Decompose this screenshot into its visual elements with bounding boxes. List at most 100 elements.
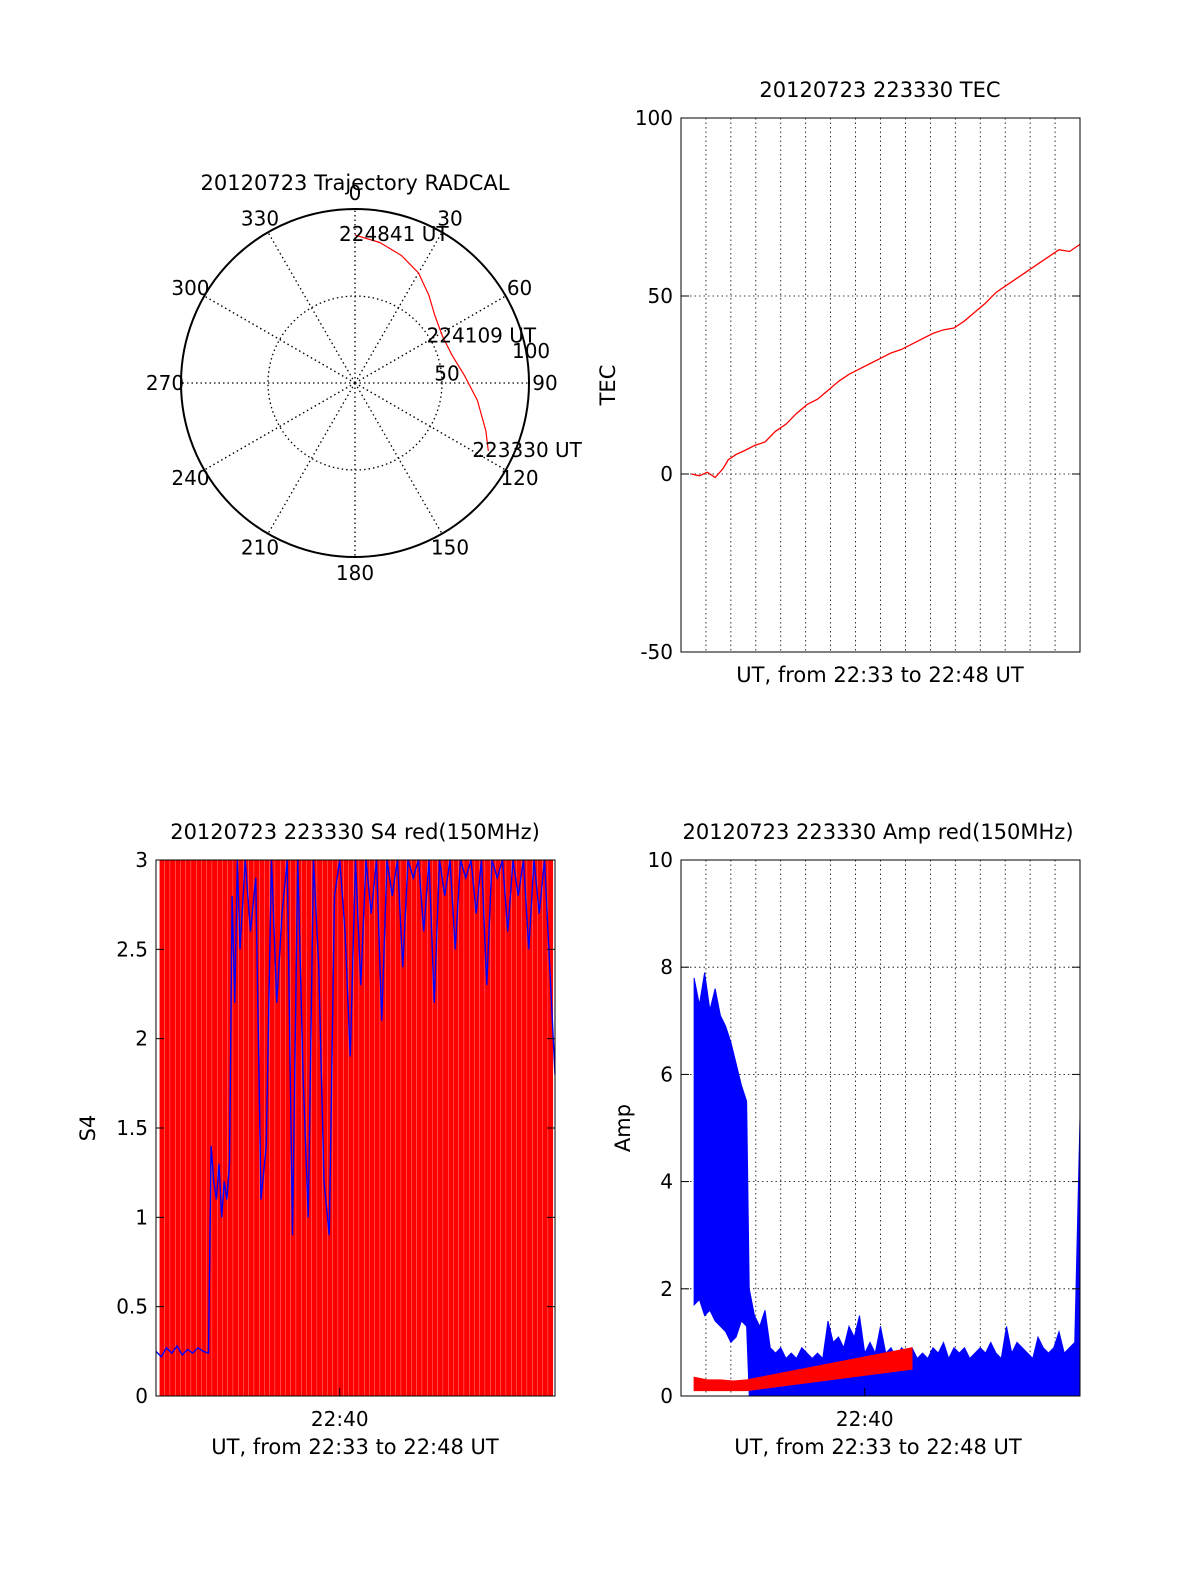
s4-red-bar <box>479 860 485 1396</box>
s4-xlabel: UT, from 22:33 to 22:48 UT <box>211 1435 499 1459</box>
s4-red-bar <box>269 860 275 1396</box>
s4-red-bar <box>338 860 344 1396</box>
s4-red-bar <box>458 860 464 1396</box>
amp-chart: 20120723 223330 Amp red(150MHz) 1086420 … <box>611 820 1081 1459</box>
s4-red-bar <box>474 860 480 1396</box>
s4-red-bar <box>364 860 370 1396</box>
polar-angle-label: 330 <box>241 206 279 230</box>
s4-red-bar <box>332 860 338 1396</box>
s4-red-bar <box>280 860 286 1396</box>
s4-red-bar <box>542 860 548 1396</box>
s4-ytick-label: 2 <box>135 1027 148 1051</box>
polar-track-line <box>354 234 489 452</box>
amp-plot-frame <box>680 859 1081 1397</box>
polar-angle-label: 150 <box>431 536 469 560</box>
s4-red-bar <box>500 860 506 1396</box>
s4-red-bar <box>390 860 396 1396</box>
s4-red-bar <box>385 860 391 1396</box>
s4-red-bar <box>369 860 375 1396</box>
s4-red-bar <box>359 860 365 1396</box>
tec-plot-frame <box>680 117 1081 653</box>
amp-ylabel: Amp <box>611 1104 635 1152</box>
s4-red-bar <box>238 860 244 1396</box>
polar-angle-label: 30 <box>437 206 462 230</box>
s4-red-bar <box>327 860 333 1396</box>
s4-red-bar <box>532 860 538 1396</box>
tec-ytick-label: 100 <box>635 106 673 130</box>
tec-chart: 20120723 223330 TEC 100 50 0 -50 TEC UT, fr… <box>596 78 1081 687</box>
s4-red-bar <box>254 860 260 1396</box>
s4-red-bar <box>432 860 438 1396</box>
tec-ytick-label: 0 <box>660 462 673 486</box>
polar-angle-label: 60 <box>507 276 532 300</box>
amp-ytick-label: 10 <box>648 848 673 872</box>
s4-series <box>155 859 556 1396</box>
s4-red-bar <box>201 860 207 1396</box>
s4-red-bar <box>206 860 212 1396</box>
tec-grid <box>681 118 1080 652</box>
polar-grid-spoke <box>354 295 507 384</box>
s4-red-bar <box>233 860 239 1396</box>
s4-red-bar <box>175 860 181 1396</box>
amp-ytick-label: 6 <box>660 1062 673 1086</box>
polar-track-label: 224841 UT <box>339 222 449 246</box>
s4-red-bar <box>170 860 176 1396</box>
s4-red-bar <box>296 860 302 1396</box>
s4-red-bar <box>490 860 496 1396</box>
s4-red-bar <box>443 860 449 1396</box>
amp-series-band <box>693 1347 913 1392</box>
s4-red-bar <box>537 860 543 1396</box>
s4-red-bar <box>164 860 170 1396</box>
polar-grid-spoke <box>354 382 507 471</box>
s4-red-bar <box>521 860 527 1396</box>
s4-red-bar <box>453 860 459 1396</box>
polar-angle-labels: 0 30 60 90 120 150 180 210 240 270 300 330 <box>146 181 558 585</box>
polar-grid-spoke <box>267 231 356 384</box>
polar-angle-label: 300 <box>171 276 209 300</box>
s4-ytick-label: 1.5 <box>116 1116 148 1140</box>
polar-angle-label: 180 <box>336 561 374 585</box>
amp-xlabel: UT, from 22:33 to 22:48 UT <box>734 1435 1022 1459</box>
s4-chart: 20120723 223330 S4 red(150MHz) 3 2.5 2 1.5 1… <box>76 820 556 1459</box>
polar-angle-label: 270 <box>146 371 184 395</box>
polar-radial-labels: 50 100 <box>434 339 550 386</box>
s4-ytick-label: 0 <box>135 1384 148 1408</box>
amp-series <box>693 972 1081 1397</box>
amp-xticks: 22:40 <box>836 1388 894 1431</box>
polar-angle-label: 210 <box>241 536 279 560</box>
amp-title: 20120723 223330 Amp red(150MHz) <box>682 820 1073 844</box>
tec-yticks: 100 50 0 -50 <box>635 106 1080 664</box>
s4-red-bar <box>322 860 328 1396</box>
s4-red-bar <box>353 860 359 1396</box>
s4-ytick-label: 1 <box>135 1205 148 1229</box>
s4-ytick-label: 2.5 <box>116 937 148 961</box>
tec-series <box>691 243 1081 479</box>
s4-red-bar <box>301 860 307 1396</box>
s4-title: 20120723 223330 S4 red(150MHz) <box>170 820 540 844</box>
s4-red-bar <box>416 860 422 1396</box>
polar-grid <box>181 209 529 557</box>
s4-red-bar <box>317 860 323 1396</box>
s4-red-bar <box>275 860 281 1396</box>
tec-xlabel: UT, from 22:33 to 22:48 UT <box>736 663 1024 687</box>
s4-red-bar <box>506 860 512 1396</box>
s4-red-bar <box>380 860 386 1396</box>
s4-red-bar <box>222 860 228 1396</box>
polar-radial-label: 50 <box>434 361 459 385</box>
polar-grid-spoke <box>354 382 443 535</box>
polar-track: 224841 UT 224109 UT 223330 UT <box>339 222 583 462</box>
polar-track-label: 224109 UT <box>427 323 537 347</box>
polar-grid-spoke <box>267 382 356 535</box>
s4-ylabel: S4 <box>76 1115 100 1142</box>
s4-red-bar <box>437 860 443 1396</box>
tec-series-line <box>691 243 1081 479</box>
polar-radial-label: 100 <box>512 339 550 363</box>
s4-red-bar <box>427 860 433 1396</box>
s4-red-bar <box>448 860 454 1396</box>
tec-ytick-label: 50 <box>648 284 673 308</box>
amp-ytick-label: 0 <box>660 1384 673 1408</box>
s4-red-bar <box>469 860 475 1396</box>
polar-trajectory-chart: 20120723 Trajectory RADCAL 0 30 60 90 120 150… <box>146 171 583 585</box>
s4-yticks: 3 2.5 2 1.5 1 0.5 0 <box>116 848 555 1408</box>
amp-series-band <box>693 972 1081 1397</box>
